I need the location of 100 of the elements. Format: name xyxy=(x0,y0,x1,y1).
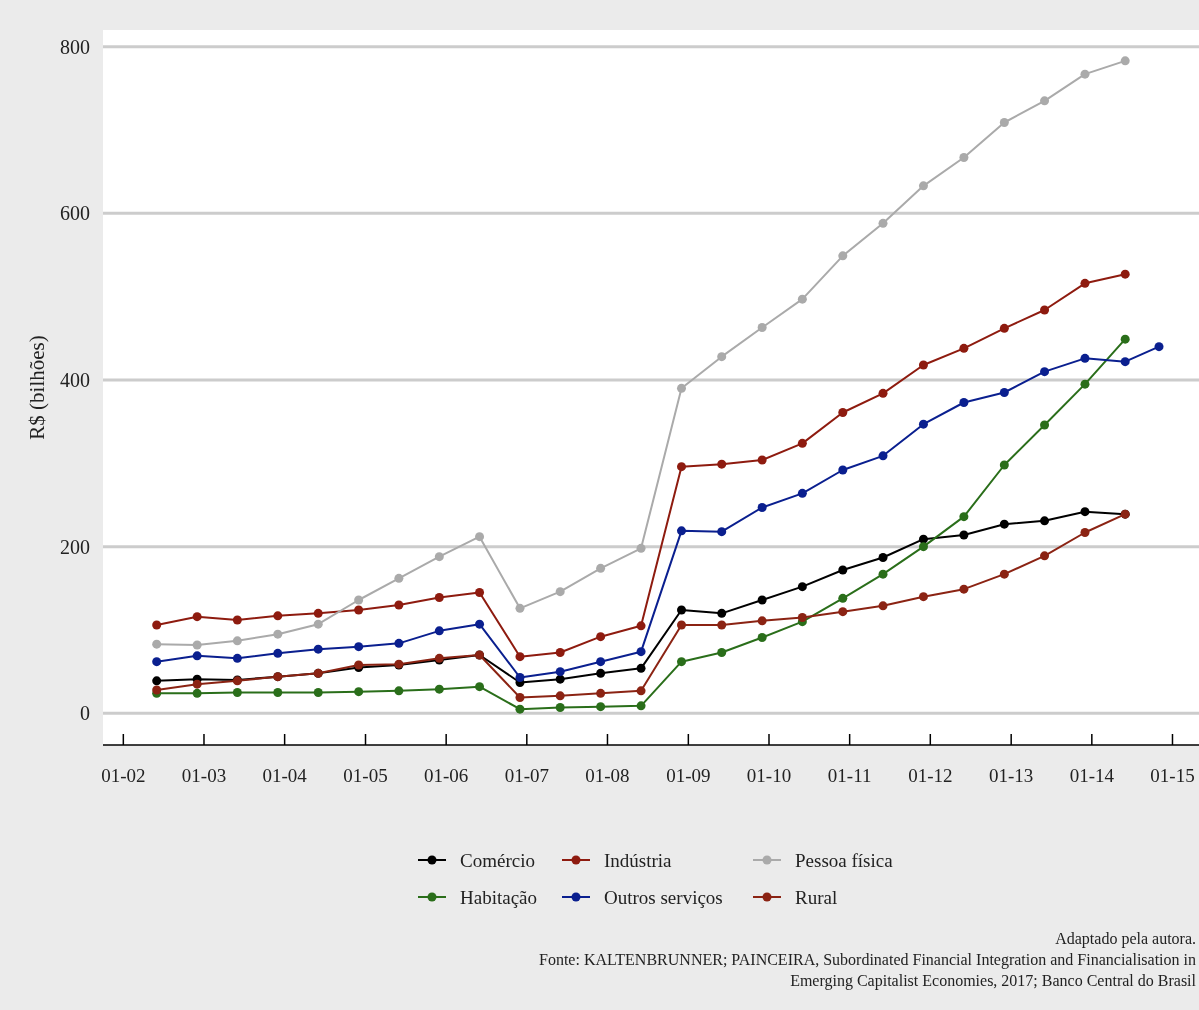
point xyxy=(918,534,928,544)
point xyxy=(192,612,202,622)
point xyxy=(1080,528,1090,537)
point xyxy=(1040,96,1050,106)
x-tick-label: 01-05 xyxy=(343,765,388,786)
point xyxy=(434,593,444,602)
point xyxy=(797,488,807,498)
point xyxy=(1120,357,1130,367)
point xyxy=(152,657,162,667)
point xyxy=(918,419,928,429)
point xyxy=(918,592,928,602)
x-tick-label: 01-15 xyxy=(1150,765,1195,786)
point xyxy=(232,615,242,625)
point xyxy=(555,587,565,597)
point xyxy=(313,644,323,654)
point xyxy=(596,632,606,642)
point xyxy=(273,611,283,621)
y-tick-label: 800 xyxy=(60,35,90,58)
x-tick-label: 01-06 xyxy=(424,765,469,786)
point xyxy=(475,682,485,692)
point xyxy=(757,323,767,332)
point xyxy=(918,181,928,191)
x-tick-label: 01-14 xyxy=(1069,765,1115,786)
x-tick-label: 01-11 xyxy=(827,765,872,786)
point xyxy=(192,640,202,650)
point xyxy=(676,620,686,630)
point xyxy=(676,605,686,615)
point xyxy=(434,552,444,562)
point xyxy=(1080,353,1090,363)
point xyxy=(475,588,485,597)
point xyxy=(515,673,525,682)
point xyxy=(434,684,444,694)
y-tick-label: 600 xyxy=(60,202,90,225)
point xyxy=(636,701,646,711)
point xyxy=(555,703,565,712)
source-note: Fonte: KALTENBRUNNER; PAINCEIRA, Subordinated Financial Integration and Financialisation in Emerging Capitalist Economies, 2017; Banco Central do Brasil xyxy=(539,951,1197,990)
y-tick-label: 400 xyxy=(60,369,90,391)
point xyxy=(797,294,807,304)
point xyxy=(555,667,565,677)
point xyxy=(1040,367,1050,377)
point xyxy=(757,595,767,605)
point xyxy=(273,629,283,639)
point xyxy=(878,569,888,579)
point xyxy=(918,360,928,370)
point xyxy=(757,503,767,512)
x-tick-label: 01-03 xyxy=(181,765,227,786)
point xyxy=(152,639,162,649)
point xyxy=(838,607,848,617)
point xyxy=(717,459,727,469)
point xyxy=(636,647,646,657)
y-tick-label: 0 xyxy=(80,702,90,725)
point xyxy=(757,455,767,465)
point xyxy=(1040,420,1050,430)
point xyxy=(636,621,646,631)
point xyxy=(838,408,848,417)
point xyxy=(959,153,969,162)
point xyxy=(394,686,404,696)
legend-label: Rural xyxy=(795,886,838,908)
point xyxy=(999,388,1009,397)
point xyxy=(636,663,646,673)
point xyxy=(838,565,848,575)
point xyxy=(1120,334,1130,344)
x-tick-label: 01-13 xyxy=(989,765,1034,786)
point xyxy=(596,657,606,667)
legend-label: Pessoa física xyxy=(795,849,894,871)
point xyxy=(232,636,242,646)
point xyxy=(1120,269,1130,279)
point xyxy=(676,657,686,667)
point xyxy=(515,693,525,702)
point xyxy=(1120,56,1130,66)
x-tick-label: 01-07 xyxy=(504,765,549,786)
y-axis-title: R$ (bilhões) xyxy=(25,335,49,440)
legend-label: Indústria xyxy=(604,849,673,871)
point xyxy=(878,388,888,398)
point xyxy=(999,569,1009,579)
point xyxy=(959,343,969,353)
point xyxy=(999,519,1009,529)
point xyxy=(1154,342,1164,352)
point xyxy=(313,608,323,618)
point xyxy=(152,676,162,686)
point xyxy=(515,652,525,662)
point xyxy=(717,352,727,362)
point xyxy=(1080,379,1090,389)
point xyxy=(838,251,848,261)
point xyxy=(838,465,848,475)
point xyxy=(676,462,686,472)
point xyxy=(838,593,848,603)
point xyxy=(555,648,565,657)
point xyxy=(596,563,606,573)
point xyxy=(757,633,767,642)
point xyxy=(959,512,969,522)
point xyxy=(152,620,162,630)
point xyxy=(717,620,727,630)
point xyxy=(596,688,606,698)
point xyxy=(313,688,323,697)
point xyxy=(192,679,202,689)
point xyxy=(797,582,807,592)
point xyxy=(515,603,525,613)
point xyxy=(354,687,364,697)
point xyxy=(192,651,202,661)
